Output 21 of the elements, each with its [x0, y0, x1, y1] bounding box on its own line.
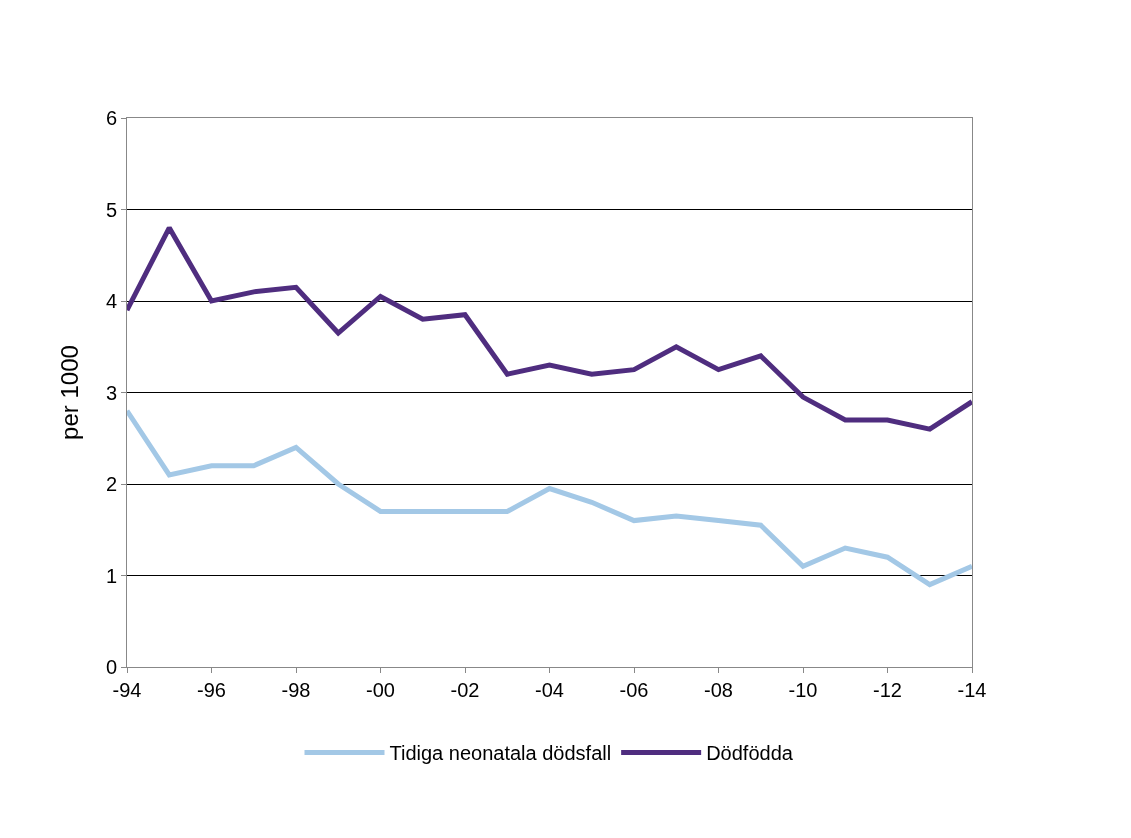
x-tick-label: -98 — [281, 679, 311, 701]
x-tick-label: -02 — [450, 679, 480, 701]
y-tick-label: 6 — [105, 107, 117, 129]
y-axis-title: per 1000 — [55, 345, 83, 440]
y-tick-label: 1 — [105, 564, 117, 587]
x-tick-label: -96 — [197, 679, 226, 701]
y-tick-label: 2 — [105, 473, 117, 495]
legend-label: Tidiga neonatala dödsfall — [389, 742, 612, 765]
x-tick-label: -10 — [788, 679, 818, 701]
x-tick-label: -94 — [112, 679, 142, 701]
legend-label: Dödfödda — [706, 742, 794, 765]
y-tick-label: 4 — [105, 290, 117, 312]
x-tick-label: -12 — [873, 679, 902, 701]
x-tick-label: -14 — [957, 679, 987, 701]
y-tick-label: 5 — [105, 198, 117, 221]
y-tick-label: 0 — [105, 656, 117, 678]
x-tick-label: -06 — [619, 679, 649, 701]
x-tick-label: -08 — [704, 679, 733, 701]
x-tick-label: -04 — [535, 679, 564, 701]
y-tick-label: 3 — [105, 381, 117, 404]
x-tick-label: -00 — [366, 679, 395, 701]
